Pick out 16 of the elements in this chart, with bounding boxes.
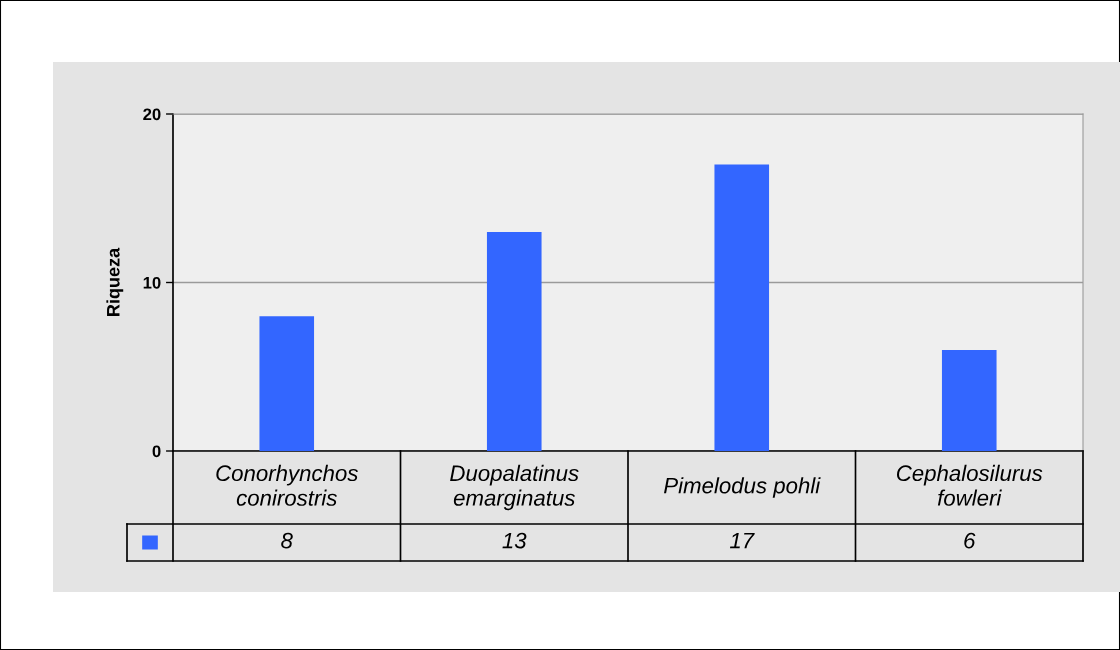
bar — [714, 164, 770, 451]
x-tick-label: Cephalosilurus fowleri — [896, 464, 1043, 506]
y-axis-title: Riqueza — [106, 247, 124, 316]
x-tick-label: Pimelodus pohli — [664, 477, 821, 498]
data-label: 13 — [502, 532, 527, 549]
bar — [259, 316, 315, 451]
y-tick-label: 0 — [152, 445, 161, 458]
bar — [486, 231, 542, 451]
x-tick-label: Duopalatinus emarginatus — [450, 464, 579, 511]
bar — [941, 349, 997, 451]
data-label: 6 — [964, 532, 976, 549]
y-tick-label: 20 — [143, 108, 161, 121]
y-tick-label: 10 — [143, 276, 161, 289]
data-label: 17 — [729, 532, 755, 549]
x-tick-label: Conorhynchos conirostris — [216, 464, 358, 506]
data-label: 8 — [281, 532, 293, 549]
